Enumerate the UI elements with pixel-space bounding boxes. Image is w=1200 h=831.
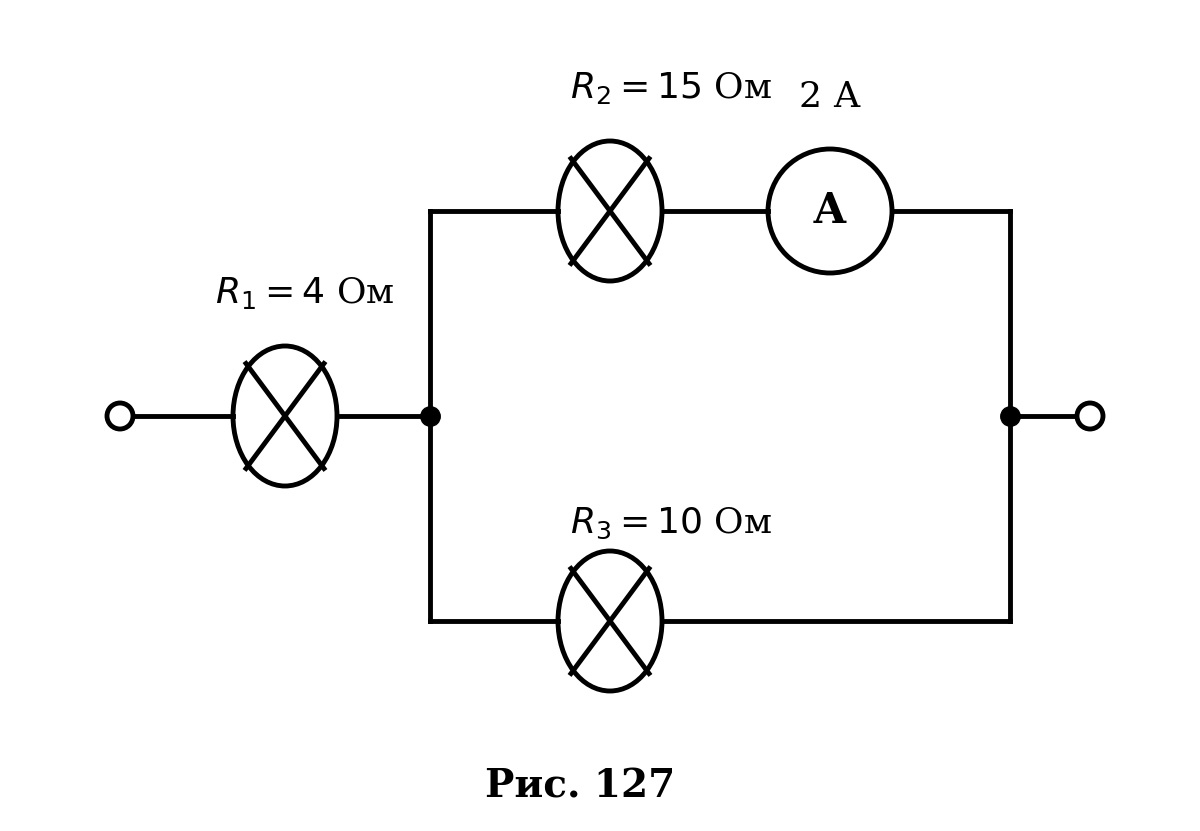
- Text: А: А: [814, 190, 847, 232]
- Text: Рис. 127: Рис. 127: [485, 767, 676, 805]
- Text: $R_1 = 4$ Ом: $R_1 = 4$ Ом: [215, 275, 395, 311]
- Circle shape: [107, 403, 133, 429]
- Text: $R_3 = 10$ Ом: $R_3 = 10$ Ом: [570, 506, 773, 541]
- Circle shape: [1078, 403, 1103, 429]
- Text: $R_2 = 15$ Ом: $R_2 = 15$ Ом: [570, 70, 773, 106]
- Text: 2 А: 2 А: [799, 80, 860, 114]
